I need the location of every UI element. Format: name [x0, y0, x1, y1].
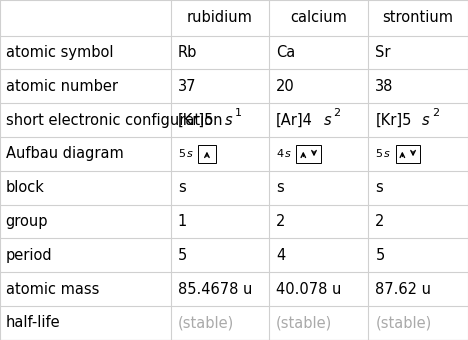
Text: [Kr]5: [Kr]5 [178, 113, 214, 128]
Text: strontium: strontium [383, 10, 453, 26]
Text: s: s [187, 149, 193, 159]
Text: 2: 2 [432, 108, 439, 118]
Text: 2: 2 [375, 214, 385, 229]
Text: (stable): (stable) [276, 316, 332, 330]
Text: period: period [6, 248, 52, 263]
Text: 4: 4 [276, 248, 285, 263]
Text: s: s [225, 113, 233, 128]
Text: half-life: half-life [6, 316, 60, 330]
Text: Aufbau diagram: Aufbau diagram [6, 147, 124, 162]
Text: s: s [422, 113, 430, 128]
Text: [Ar]4: [Ar]4 [276, 113, 313, 128]
Text: s: s [276, 180, 284, 195]
Text: 87.62 u: 87.62 u [375, 282, 431, 297]
Text: [Kr]5: [Kr]5 [375, 113, 412, 128]
Text: Rb: Rb [178, 45, 197, 60]
Text: 5: 5 [178, 149, 185, 159]
Bar [296, 145, 321, 163]
Text: calcium: calcium [290, 10, 347, 26]
Text: 20: 20 [276, 79, 295, 94]
Text: 40.078 u: 40.078 u [276, 282, 342, 297]
Text: 37: 37 [178, 79, 197, 94]
Text: 38: 38 [375, 79, 394, 94]
Text: rubidium: rubidium [187, 10, 253, 26]
Text: group: group [6, 214, 48, 229]
Text: block: block [6, 180, 44, 195]
Text: s: s [324, 113, 331, 128]
Text: s: s [178, 180, 186, 195]
Text: 1: 1 [178, 214, 187, 229]
Bar [198, 145, 216, 163]
Text: atomic mass: atomic mass [6, 282, 99, 297]
Text: atomic symbol: atomic symbol [6, 45, 113, 60]
Bar [395, 145, 420, 163]
Text: 5: 5 [375, 149, 382, 159]
Text: 2: 2 [334, 108, 341, 118]
Text: 5: 5 [178, 248, 187, 263]
Text: 85.4678 u: 85.4678 u [178, 282, 252, 297]
Text: 2: 2 [276, 214, 285, 229]
Text: Ca: Ca [276, 45, 295, 60]
Text: s: s [384, 149, 390, 159]
Text: 5: 5 [375, 248, 385, 263]
Text: s: s [285, 149, 291, 159]
Text: 4: 4 [276, 149, 283, 159]
Text: 1: 1 [234, 108, 241, 118]
Text: atomic number: atomic number [6, 79, 117, 94]
Text: (stable): (stable) [375, 316, 431, 330]
Text: (stable): (stable) [178, 316, 234, 330]
Text: Sr: Sr [375, 45, 391, 60]
Text: short electronic configuration: short electronic configuration [6, 113, 222, 128]
Text: s: s [375, 180, 383, 195]
